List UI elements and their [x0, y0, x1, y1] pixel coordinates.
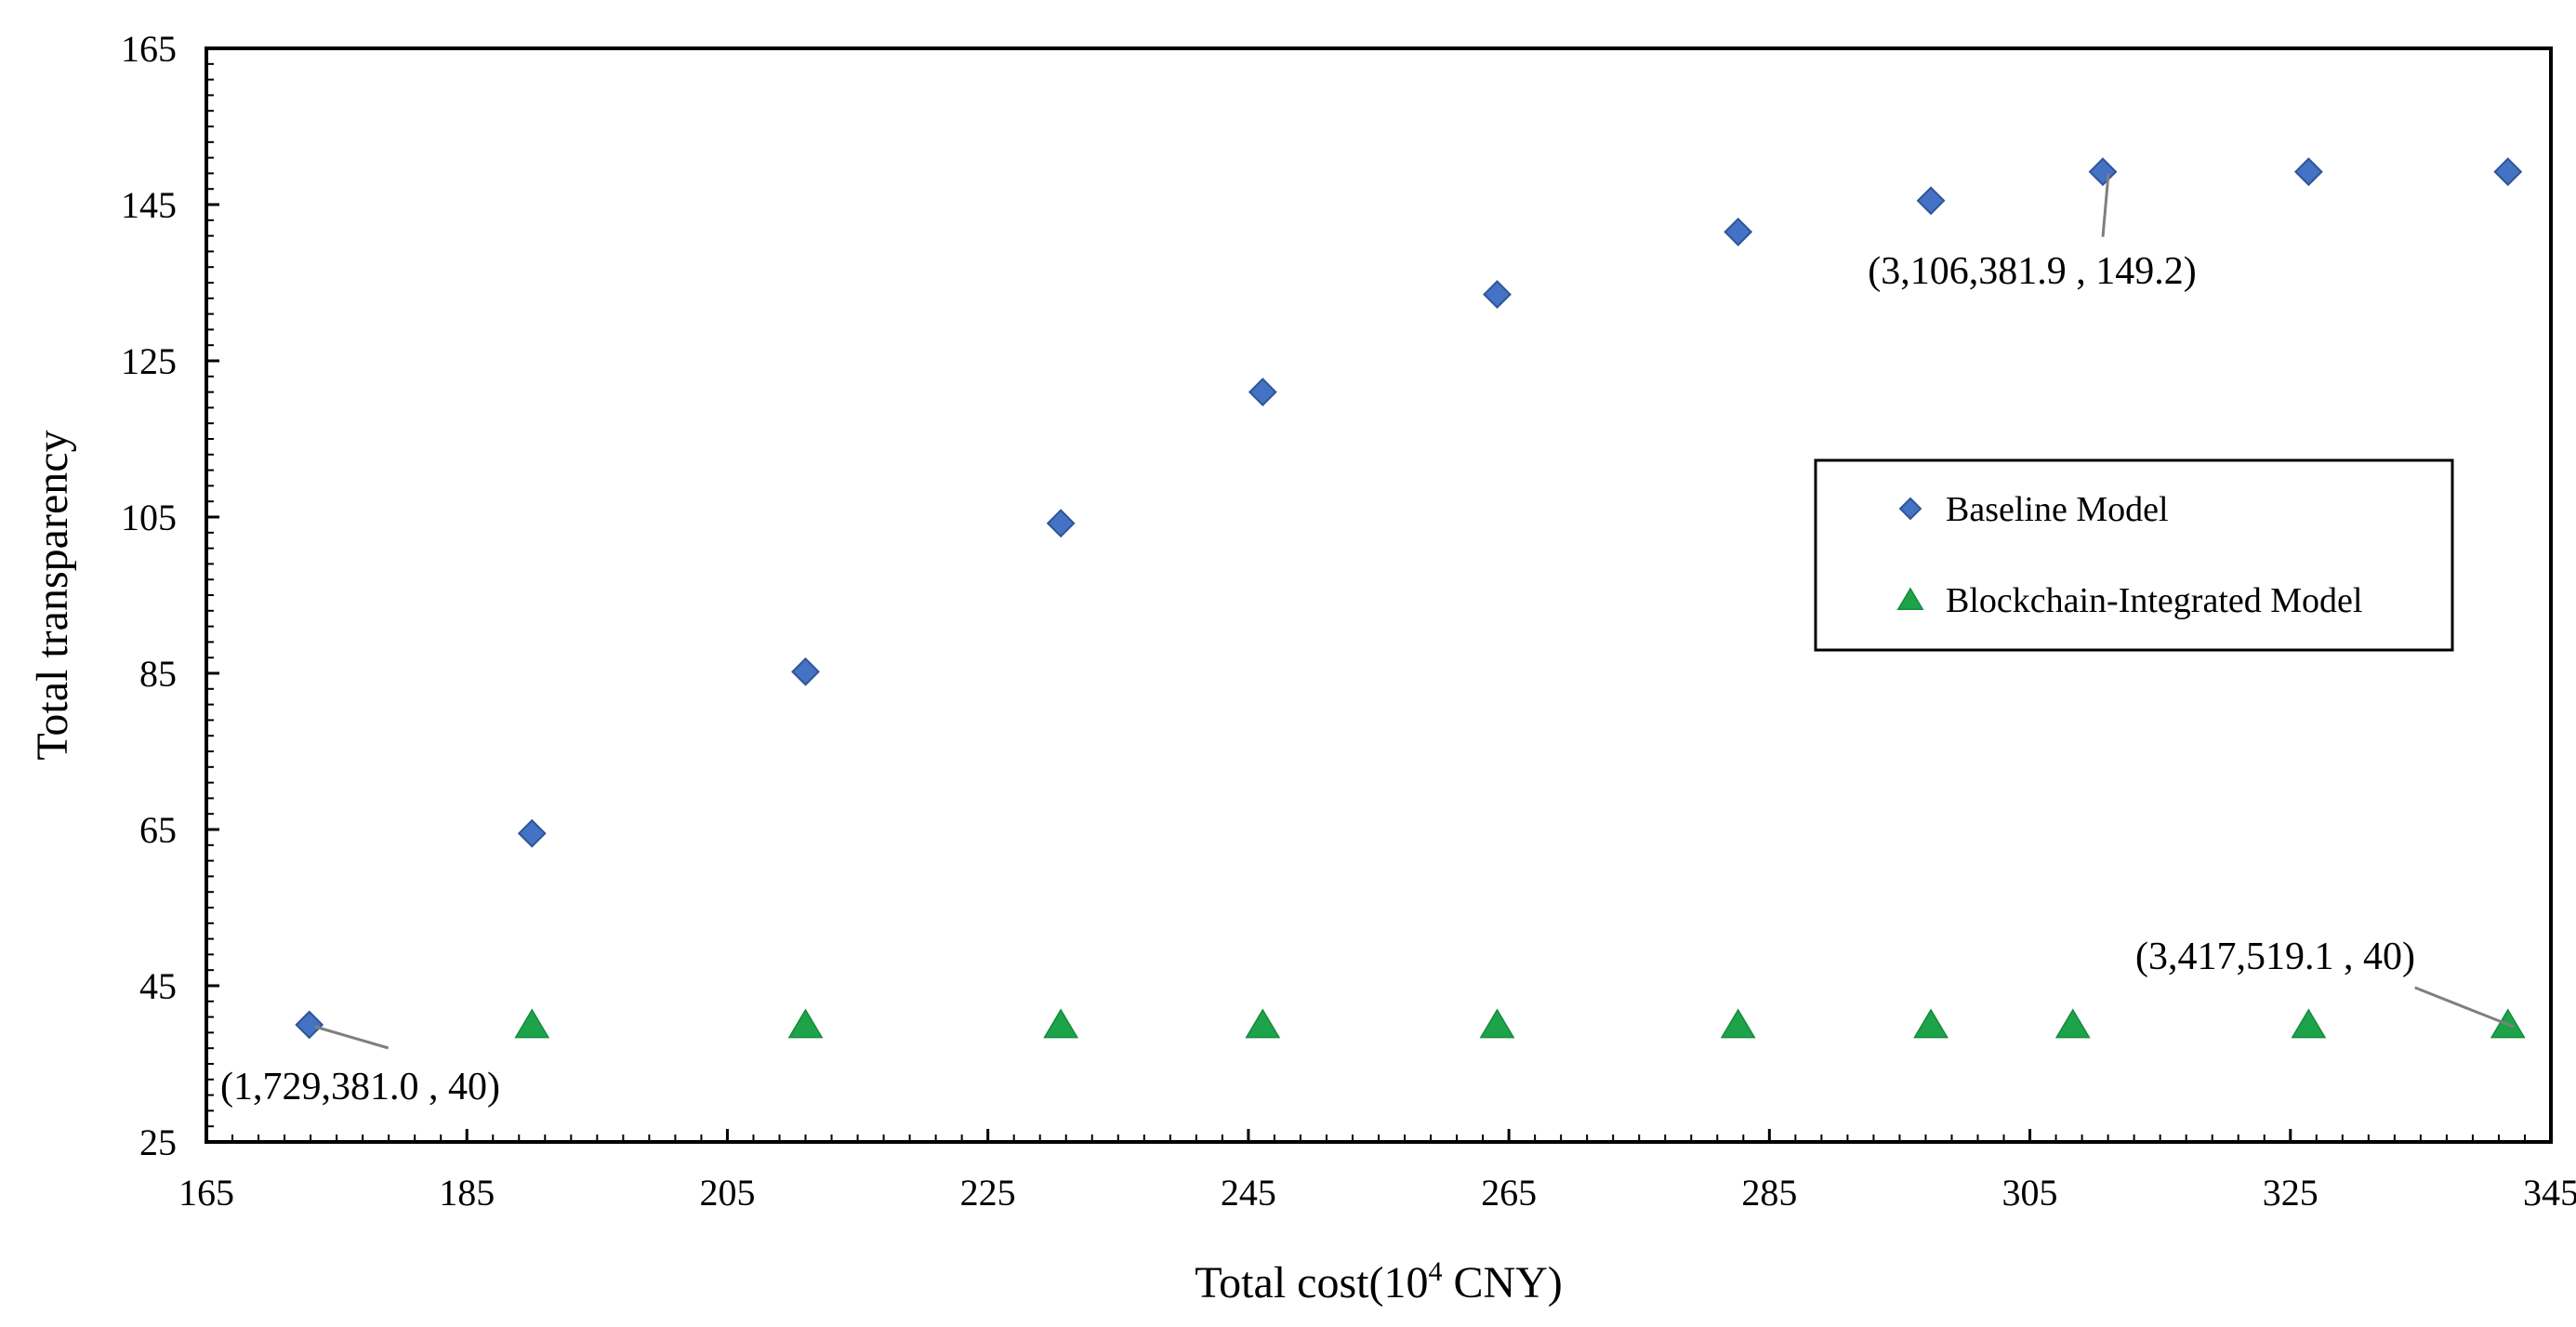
baseline-point [1046, 509, 1076, 538]
blockchain-point [1479, 1008, 1515, 1039]
x-axis-title-main: Total cost(10 [1195, 1258, 1428, 1307]
x-axis-title: Total cost(104 CNY) [1195, 1256, 1563, 1307]
baseline-point [791, 657, 820, 686]
legend-blockchain-swatch [1896, 587, 1924, 610]
legend-box [1814, 458, 2454, 652]
x-tick-label: 185 [439, 1172, 495, 1214]
y-tick-label: 65 [139, 809, 177, 851]
baseline-point [2088, 157, 2118, 187]
blockchain-point [1720, 1008, 1756, 1039]
baseline-point [1916, 186, 1946, 216]
blockchain-point [1245, 1008, 1281, 1039]
y-axis-title: Total transparency [28, 430, 77, 760]
annotation-label: (3,106,381.9 , 149.2) [1868, 250, 2196, 293]
annotation-leader-line [314, 1025, 390, 1050]
x-tick-label: 245 [1221, 1172, 1276, 1214]
y-tick-label: 25 [139, 1121, 177, 1163]
baseline-point [1248, 378, 1277, 407]
x-tick-label: 285 [1741, 1172, 1797, 1214]
x-tick-label: 305 [2002, 1172, 2058, 1214]
x-tick-label: 165 [178, 1172, 234, 1214]
y-tick-label: 85 [139, 653, 177, 695]
y-tick-label: 125 [121, 340, 177, 382]
annotation-leader-line [2101, 173, 2110, 237]
annotation-leader-line [2414, 986, 2515, 1028]
x-tick-label: 205 [699, 1172, 755, 1214]
y-tick-label: 45 [139, 965, 177, 1007]
y-tick-label: 145 [121, 184, 177, 226]
data-points [295, 157, 2526, 1040]
blockchain-point [514, 1008, 550, 1039]
y-tick-label: 105 [121, 497, 177, 538]
x-axis-title-unit: CNY) [1442, 1258, 1562, 1307]
annotation-label: (3,417,519.1 , 40) [2135, 936, 2415, 978]
baseline-point [1483, 280, 1512, 310]
baseline-point [1724, 217, 1753, 246]
x-tick-label: 345 [2523, 1172, 2576, 1214]
legend: Baseline Model Blockchain-Integrated Mode… [1814, 458, 2454, 652]
blockchain-point [2054, 1008, 2091, 1039]
series-baseline [295, 157, 2523, 1040]
blockchain-point [787, 1008, 824, 1039]
x-tick-label: 225 [960, 1172, 1016, 1214]
annotation-label: (1,729,381.0 , 40) [220, 1066, 500, 1108]
series-blockchain [514, 1008, 2526, 1039]
blockchain-point [1043, 1008, 1079, 1039]
blockchain-point [1913, 1008, 1949, 1039]
blockchain-point [2291, 1008, 2327, 1039]
baseline-point [295, 1010, 324, 1040]
baseline-point [2293, 157, 2323, 187]
x-tick-label: 265 [1481, 1172, 1537, 1214]
baseline-point [2493, 157, 2523, 187]
axis-ticks: 25 45 65 85 105 125 145 165 165 185 205 225 245 265 28… [121, 28, 2576, 1214]
legend-label: Baseline Model [1946, 490, 2169, 529]
legend-items: Baseline Model Blockchain-Integrated Mode… [1896, 490, 2362, 620]
x-tick-label: 325 [2263, 1172, 2318, 1214]
legend-label: Blockchain-Integrated Model [1946, 581, 2362, 620]
y-tick-label: 165 [121, 28, 177, 70]
baseline-point [517, 818, 547, 848]
x-axis-title-superscript: 4 [1428, 1256, 1442, 1287]
legend-baseline-swatch [1898, 497, 1922, 521]
annotations: (1,729,381.0 , 40) (3,106,381.9 , 149.2) (… [220, 173, 2515, 1108]
